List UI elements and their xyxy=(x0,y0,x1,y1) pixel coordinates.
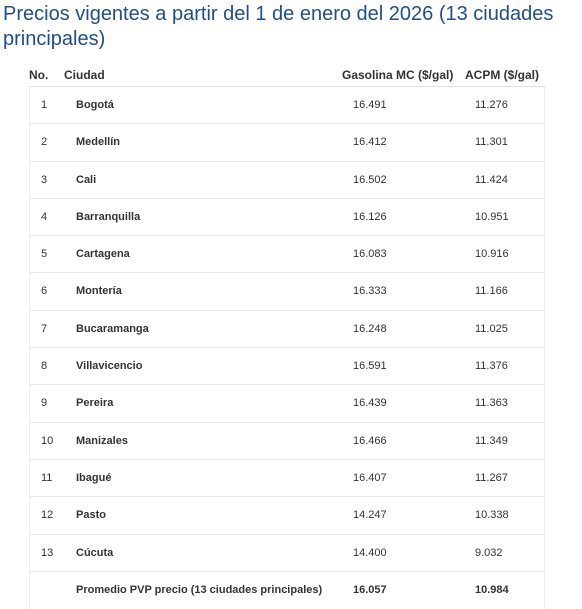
average-label: Promedio PVP precio (13 ciudades princip… xyxy=(76,583,323,596)
table-row: 11 Ibagué 16.407 11.267 xyxy=(29,459,545,498)
row-acpm-price: 9.032 xyxy=(475,546,503,559)
row-gasoline-price: 16.083 xyxy=(353,248,387,261)
row-acpm-price: 11.349 xyxy=(475,434,508,447)
row-number: 10 xyxy=(41,434,54,447)
row-city: Cúcuta xyxy=(76,546,114,559)
row-number: 2 xyxy=(41,136,48,149)
row-number: 12 xyxy=(41,509,54,522)
average-row: Promedio PVP precio (13 ciudades princip… xyxy=(29,571,545,609)
row-gasoline-price: 16.407 xyxy=(353,471,387,484)
row-city: Pasto xyxy=(76,509,106,522)
row-acpm-price: 11.363 xyxy=(475,397,508,410)
row-gasoline-price: 16.248 xyxy=(353,322,387,335)
row-gasoline-price: 16.412 xyxy=(353,136,387,149)
row-number: 4 xyxy=(41,210,48,223)
table-row: 3 Cali 16.502 11.424 xyxy=(29,161,545,199)
table-row: 9 Pereira 16.439 11.363 xyxy=(29,385,545,423)
row-acpm-price: 11.267 xyxy=(475,471,508,484)
row-city: Manizales xyxy=(76,434,128,447)
row-number: 9 xyxy=(41,397,48,410)
row-gasoline-price: 16.333 xyxy=(353,285,387,298)
row-city: Bucaramanga xyxy=(76,322,149,335)
row-city: Montería xyxy=(76,285,122,298)
table-header: No. Ciudad Gasolina MC ($/gal) ACPM ($/g… xyxy=(29,64,545,87)
row-city: Cali xyxy=(76,173,97,186)
header-city: Ciudad xyxy=(64,68,105,82)
row-acpm-price: 11.424 xyxy=(475,173,508,186)
table-row: 4 Barranquilla 16.126 10.951 xyxy=(29,198,545,237)
row-number: 11 xyxy=(41,471,53,484)
table-row: 8 Villavicencio 16.591 11.376 xyxy=(29,348,545,386)
row-city: Ibagué xyxy=(76,471,112,484)
row-acpm-price: 10.916 xyxy=(475,248,509,261)
row-gasoline-price: 16.439 xyxy=(353,397,387,410)
page-title: Precios vigentes a partir del 1 de enero… xyxy=(3,3,554,50)
row-city: Medellín xyxy=(76,136,121,149)
row-gasoline-price: 16.591 xyxy=(353,360,387,373)
prices-table: No. Ciudad Gasolina MC ($/gal) ACPM ($/g… xyxy=(29,64,545,609)
row-acpm-price: 11.301 xyxy=(475,136,508,149)
row-number: 8 xyxy=(41,360,48,373)
header-no: No. xyxy=(29,68,49,82)
table-row: 6 Montería 16.333 11.166 xyxy=(29,273,545,311)
table-row: 13 Cúcuta 14.400 9.032 xyxy=(29,534,545,572)
row-acpm-price: 11.276 xyxy=(475,99,508,111)
header-acpm: ACPM ($/gal) xyxy=(465,68,540,82)
row-acpm-price: 10.951 xyxy=(475,210,509,223)
row-gasoline-price: 14.400 xyxy=(353,546,387,559)
row-gasoline-price: 14.247 xyxy=(353,509,387,522)
row-gasoline-price: 16.466 xyxy=(353,434,387,447)
row-acpm-price: 11.376 xyxy=(475,360,508,373)
row-city: Barranquilla xyxy=(76,210,141,223)
table-row: 1 Bogotá 16.491 11.276 xyxy=(29,87,545,125)
average-gasoline-price: 16.057 xyxy=(353,583,387,596)
row-city: Villavicencio xyxy=(76,360,143,373)
table-row: 10 Manizales 16.466 11.349 xyxy=(29,422,545,460)
row-gasoline-price: 16.502 xyxy=(353,173,387,186)
table-row: 2 Medellín 16.412 11.301 xyxy=(29,124,545,162)
row-number: 6 xyxy=(41,285,48,298)
row-number: 1 xyxy=(41,99,48,111)
row-number: 7 xyxy=(41,322,48,335)
table-row: 5 Cartagena 16.083 10.916 xyxy=(29,236,545,274)
average-acpm-price: 10.984 xyxy=(475,583,509,596)
header-gasoline: Gasolina MC ($/gal) xyxy=(342,68,454,82)
row-acpm-price: 11.025 xyxy=(475,322,508,335)
table-row: 7 Bucaramanga 16.248 11.025 xyxy=(29,310,545,349)
row-gasoline-price: 16.491 xyxy=(353,99,387,111)
row-acpm-price: 10.338 xyxy=(475,509,509,522)
row-city: Bogotá xyxy=(76,99,114,111)
table-body: 1 Bogotá 16.491 11.276 2 Medellín 16.412 11.301… xyxy=(29,87,545,609)
row-number: 3 xyxy=(41,173,48,186)
row-gasoline-price: 16.126 xyxy=(353,210,387,223)
row-city: Cartagena xyxy=(76,248,130,261)
table-row: 12 Pasto 14.247 10.338 xyxy=(29,497,545,535)
row-city: Pereira xyxy=(76,397,114,410)
row-acpm-price: 11.166 xyxy=(475,285,508,298)
row-number: 13 xyxy=(41,546,54,559)
row-number: 5 xyxy=(41,248,48,261)
